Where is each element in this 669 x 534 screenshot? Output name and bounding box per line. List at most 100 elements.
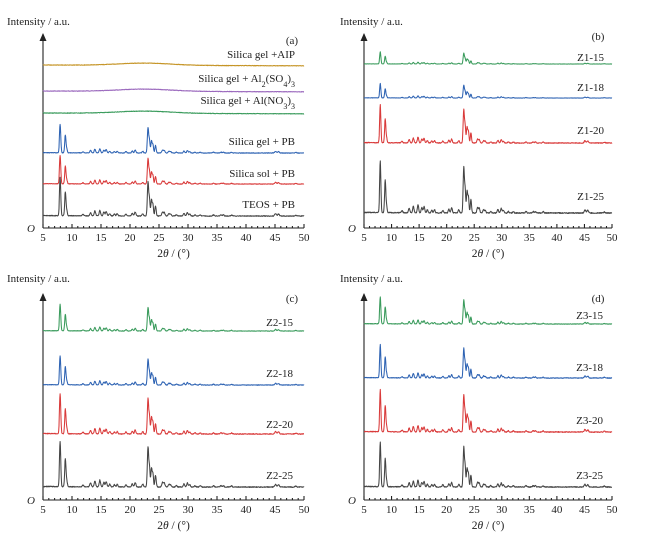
origin-label: O [348,495,356,507]
xrd-panel-3: 5 10 15 20 25 30 35 40 45 50 Intensity / a.u. 2θ / … [7,273,310,532]
series-label: Z1-18 [577,82,604,94]
series-label: Z2-20 [266,419,293,431]
y-axis-label: Intensity / a.u. [340,16,403,28]
x-tick-label: 10 [67,232,79,244]
y-axis-arrow-icon [39,33,47,41]
series-trace [42,154,305,185]
series-trace [363,82,613,99]
series-label: Z3-15 [576,310,603,322]
series-trace [363,296,613,325]
x-tick-label: 45 [579,232,591,244]
series-label: Z2-18 [266,368,293,380]
x-axis-label: 2θ / (°) [472,248,505,260]
x-tick-label: 15 [414,504,426,516]
x-tick-label: 25 [469,232,481,244]
series-trace [363,343,613,379]
x-tick-label: 15 [414,232,426,244]
series-trace [42,393,305,435]
x-tick-label: 45 [270,232,282,244]
x-tick-label: 15 [96,504,108,516]
series-trace [42,62,305,67]
series-label: Z1-25 [577,191,604,203]
y-axis-arrow-icon [360,293,368,301]
x-tick-label: 40 [551,504,563,516]
series-label: Z3-20 [576,415,603,427]
x-tick-label: 35 [212,504,224,516]
x-axis-label: 2θ / (°) [472,520,505,532]
x-tick-label: 10 [386,232,398,244]
xrd-panel-4: 5 10 15 20 25 30 35 40 45 50 Intensity / a.u. 2θ / … [340,273,618,532]
series-label: Z2-25 [266,470,293,482]
x-tick-label: 20 [441,232,453,244]
series-trace [42,303,305,332]
y-axis-label: Intensity / a.u. [340,273,403,285]
series-trace [363,51,613,65]
x-tick-label: 35 [524,232,536,244]
series-label: TEOS + PB [242,199,295,211]
x-tick-label: 30 [496,232,508,244]
x-tick-label: 50 [299,504,311,516]
x-tick-label: 20 [441,504,453,516]
x-tick-label: 30 [183,504,195,516]
xrd-panel-2: 5 10 15 20 25 30 35 40 45 50 Intensity / a.u. 2θ / … [340,16,618,260]
series-label: Z1-20 [577,125,604,137]
x-tick-label: 30 [496,504,508,516]
y-axis-label: Intensity / a.u. [7,273,70,285]
series-label: Z2-15 [266,317,293,329]
series-label: Silica gel +AIP [227,49,295,61]
series-label: Silica gel + Al(NO3)3 [200,95,295,111]
origin-label: O [348,223,356,235]
series-trace [363,388,613,433]
x-tick-label: 30 [183,232,195,244]
y-axis-label: Intensity / a.u. [7,16,70,28]
series-label: Z3-25 [576,470,603,482]
panel-tag: (d) [592,293,605,305]
x-tick-label: 10 [386,504,398,516]
series-label: Silica gel + Al2(SO4)3 [198,73,295,89]
series-label: Silica gel + PB [229,136,295,148]
x-tick-label: 45 [270,504,282,516]
origin-label: O [27,223,35,235]
series-label: Z1-15 [577,52,604,64]
series-trace [363,160,613,215]
x-tick-label: 15 [96,232,108,244]
series-trace [42,176,305,217]
x-tick-label: 25 [154,232,166,244]
x-tick-label: 40 [241,232,253,244]
x-tick-label: 5 [361,232,367,244]
y-axis-arrow-icon [360,33,368,41]
x-tick-label: 10 [67,504,79,516]
x-tick-label: 20 [125,232,137,244]
x-tick-label: 5 [40,504,46,516]
x-tick-label: 45 [579,504,591,516]
x-tick-label: 25 [154,504,166,516]
x-axis-label: 2θ / (°) [157,248,190,260]
series-trace [363,103,613,144]
panel-tag: (b) [592,31,605,43]
series-trace [42,123,305,154]
x-tick-label: 5 [40,232,46,244]
x-axis-label: 2θ / (°) [157,520,190,532]
series-trace [42,440,305,488]
x-tick-label: 50 [299,232,311,244]
x-tick-label: 50 [607,232,619,244]
series-label: Z3-18 [576,362,603,374]
x-tick-label: 35 [524,504,536,516]
x-tick-label: 35 [212,232,224,244]
y-axis-arrow-icon [39,293,47,301]
series-trace [42,355,305,386]
series-trace [42,110,305,115]
origin-label: O [27,495,35,507]
x-tick-label: 40 [241,504,253,516]
panel-tag: (c) [286,293,299,305]
x-tick-label: 25 [469,504,481,516]
series-trace [42,88,305,93]
x-tick-label: 40 [551,232,563,244]
series-trace [363,441,613,488]
panel-tag: (a) [286,35,299,47]
x-tick-label: 5 [361,504,367,516]
x-tick-label: 20 [125,504,137,516]
series-label: Silica sol + PB [229,168,295,180]
xrd-panel-1: 5 10 15 20 25 30 35 40 45 50 Intensity / a.u. 2θ / … [7,16,310,260]
